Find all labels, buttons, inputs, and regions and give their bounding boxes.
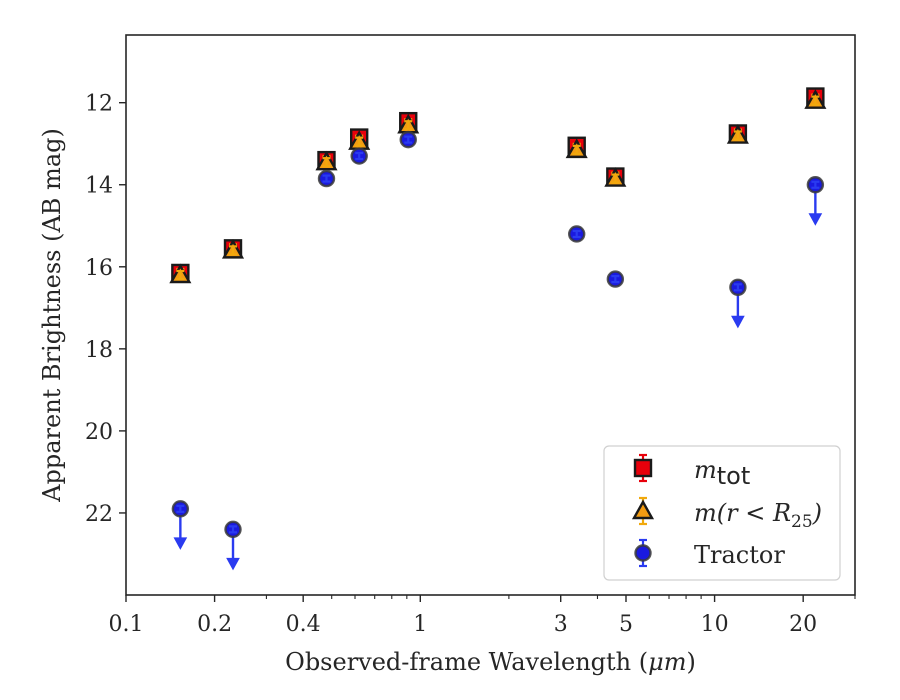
x-tick-label: 1 <box>413 612 427 637</box>
y-tick-label: 20 <box>85 420 113 445</box>
upper-limit-arrow-head <box>173 537 188 550</box>
y-tick-label: 22 <box>85 502 113 527</box>
legend-marker-shape <box>634 544 652 562</box>
series-m-r-r25- <box>169 89 827 284</box>
legend-label-mtot: mtot <box>694 456 750 490</box>
upper-limit-arrow-head <box>808 213 823 226</box>
x-tick-label: 0.4 <box>286 612 321 637</box>
y-tick-label: 16 <box>85 256 113 281</box>
y-tick-label: 18 <box>85 338 113 363</box>
legend: mtot m(r < R25) Tractor <box>603 445 841 581</box>
x-tick-label: 3 <box>554 612 568 637</box>
x-tick-label: 5 <box>619 612 633 637</box>
y-axis-label: Apparent Brightness (AB mag) <box>38 128 66 503</box>
legend-label-mr25: m(r < R25) <box>694 499 822 532</box>
x-axis-label: Observed-frame Wavelength (μm) <box>285 648 696 676</box>
legend-marker-shape <box>633 458 653 478</box>
x-tick-label: 0.2 <box>197 612 232 637</box>
legend-box <box>603 445 841 581</box>
axis-ticks: 0.1 0.2 0.4 1 3 5 10 20 12 14 16 18 20 22 <box>85 92 856 637</box>
legend-marker-2 <box>634 538 652 568</box>
y-tick-label: 14 <box>85 174 113 199</box>
y-tick-label: 12 <box>85 92 113 117</box>
x-tick-label: 0.1 <box>109 612 144 637</box>
series-tractor <box>171 130 825 571</box>
data-marks <box>169 87 827 571</box>
upper-limit-arrow-head <box>731 315 745 329</box>
legend-marker-0 <box>633 453 653 483</box>
x-tick-label: 20 <box>789 612 817 637</box>
legend-marker-shape <box>631 499 655 520</box>
legend-label-tractor: Tractor <box>694 541 785 569</box>
legend-marker-1 <box>631 496 655 526</box>
x-tick-label: 10 <box>701 612 729 637</box>
upper-limit-arrow-head <box>226 557 240 571</box>
legend-markers <box>631 453 655 568</box>
